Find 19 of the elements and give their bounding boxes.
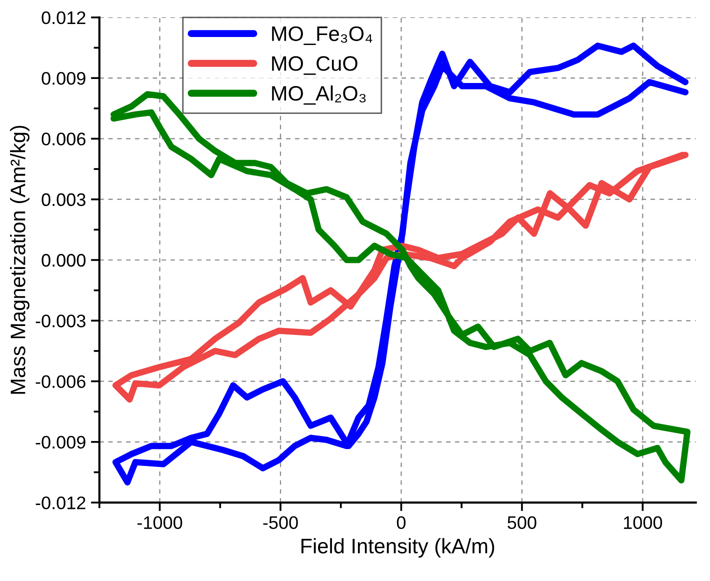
- legend-label: MO_Fe₃O₄: [272, 26, 372, 45]
- y-tick-label: 0.003: [42, 193, 86, 206]
- y-tick-label: -0.009: [36, 436, 86, 449]
- x-tick-label: 0: [396, 516, 406, 530]
- y-axis-title: Mass Magnetization (Am²/kg): [10, 126, 30, 394]
- y-tick-label: -0.003: [36, 314, 86, 328]
- legend-label: MO_CuO: [272, 56, 358, 75]
- x-tick-label: -1000: [137, 516, 182, 530]
- x-tick-label: -500: [263, 516, 298, 530]
- y-tick-label: 0.009: [42, 72, 86, 85]
- legend-label: MO_Al₂O₃: [272, 85, 366, 105]
- x-axis-title: Field Intensity (kA/m): [301, 538, 494, 558]
- y-tick-label: -0.006: [36, 375, 86, 388]
- x-tick-label: 500: [508, 516, 536, 530]
- y-tick-label: -0.012: [36, 496, 86, 510]
- y-tick-label: 0.006: [42, 132, 86, 146]
- x-tick-label: 1000: [624, 516, 662, 530]
- y-tick-label: 0.000: [42, 254, 86, 267]
- y-tick-label: 0.012: [42, 11, 86, 24]
